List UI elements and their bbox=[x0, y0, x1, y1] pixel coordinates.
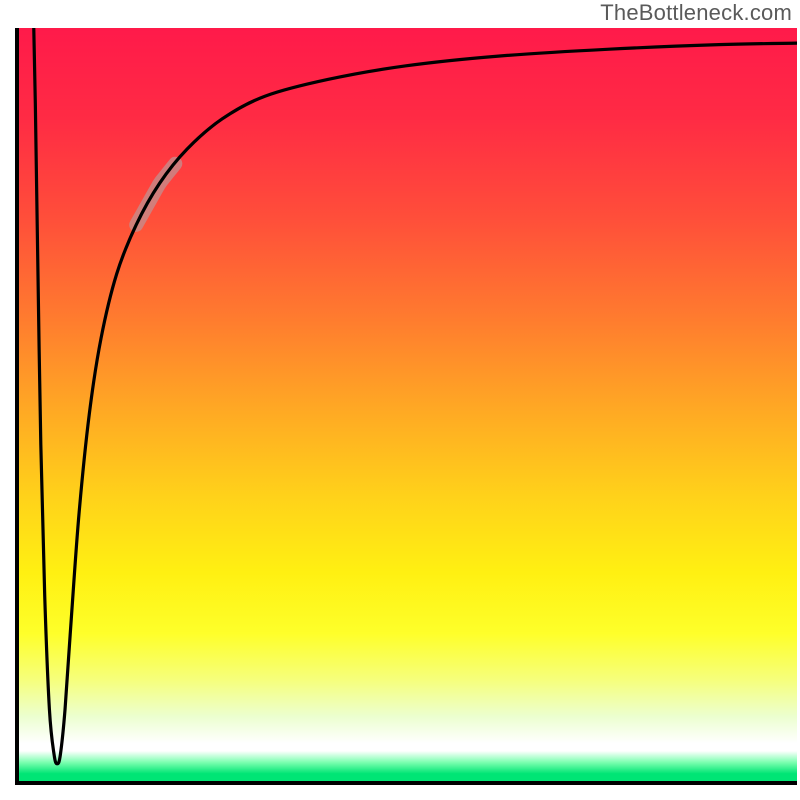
chart-container: TheBottleneck.com bbox=[0, 0, 800, 800]
attribution-text: TheBottleneck.com bbox=[600, 0, 792, 26]
chart-svg bbox=[15, 28, 797, 785]
plot-area bbox=[15, 28, 797, 785]
gradient-background bbox=[15, 28, 797, 785]
